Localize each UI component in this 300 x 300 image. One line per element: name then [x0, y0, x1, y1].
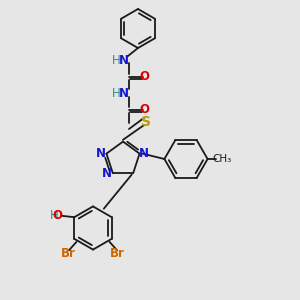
Text: O: O [52, 209, 62, 222]
Text: N: N [118, 86, 129, 100]
Text: N: N [102, 167, 112, 180]
Text: CH₃: CH₃ [212, 154, 232, 164]
Text: N: N [139, 147, 149, 160]
Text: H: H [112, 53, 121, 67]
Text: O: O [140, 103, 150, 116]
Text: Br: Br [61, 248, 76, 260]
Text: N: N [118, 53, 129, 67]
Text: N: N [96, 146, 106, 160]
Text: H: H [50, 209, 58, 222]
Text: S: S [140, 115, 151, 128]
Text: Br: Br [110, 248, 125, 260]
Text: H: H [112, 86, 121, 100]
Text: O: O [140, 70, 150, 83]
